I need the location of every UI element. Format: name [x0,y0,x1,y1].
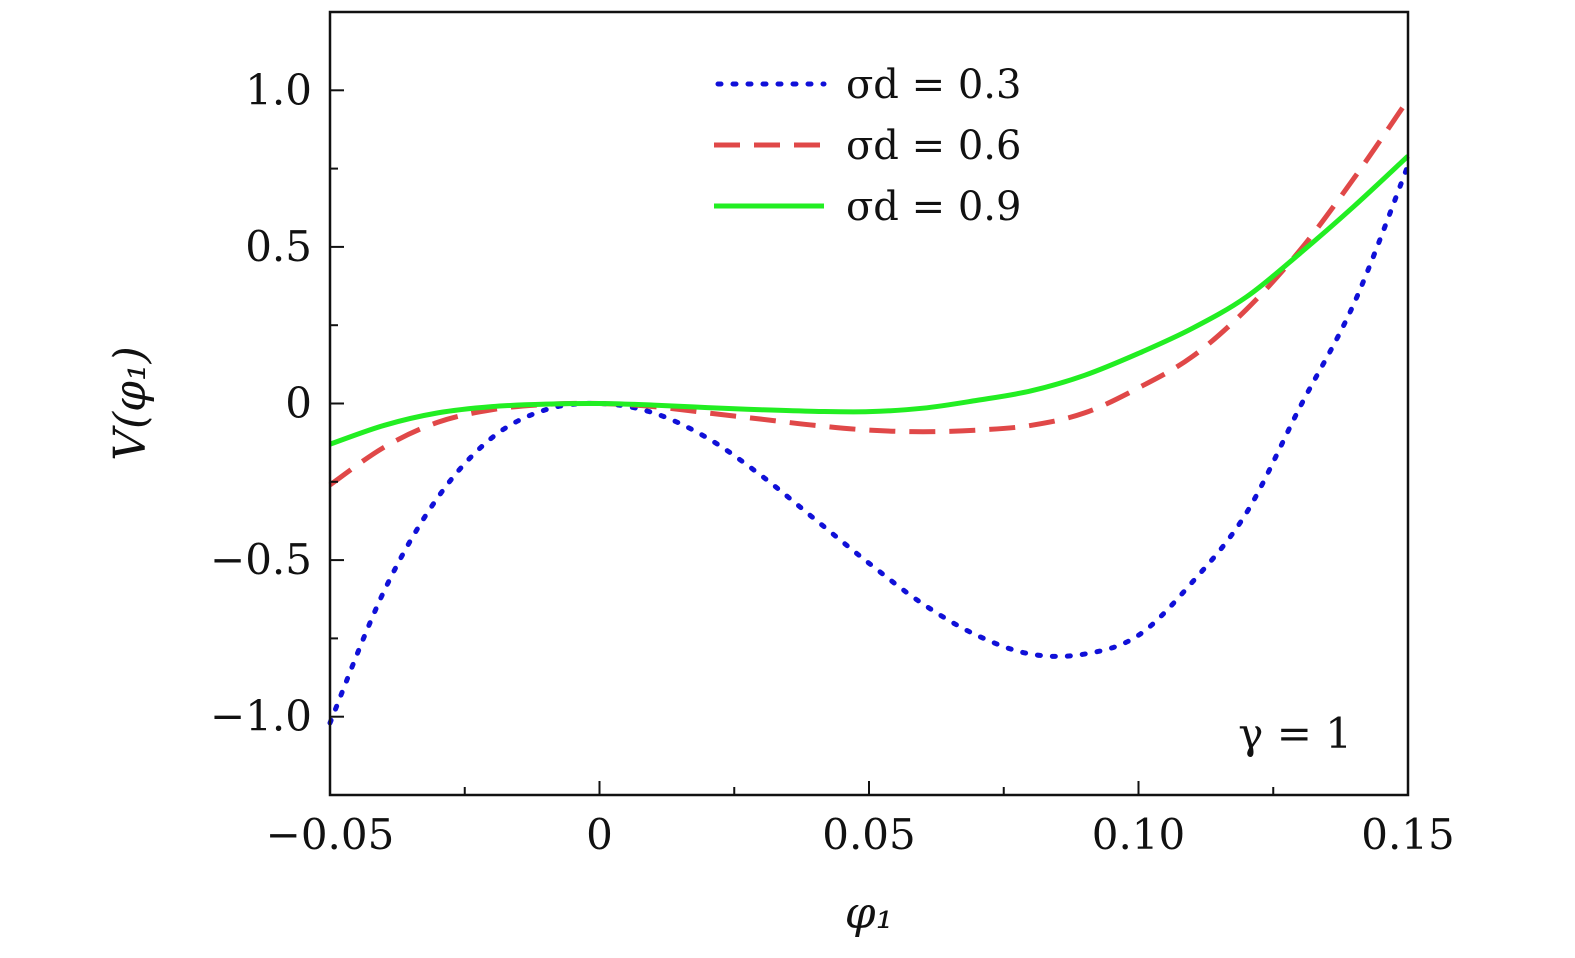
x-tick-label: 0.05 [822,810,916,859]
legend-label: σd = 0.6 [846,123,1021,169]
tick-labels: −0.05 0 0.05 0.10 0.15 −1.0 −0.5 0 0.5 1.0 [210,65,1455,859]
x-tick-label: 0.15 [1361,810,1455,859]
ticks [329,89,1409,795]
gamma-annotation: γ = 1 [1238,709,1352,758]
y-tick-label: 0 [285,379,312,428]
series-line-2 [328,98,1411,487]
y-tick-label: 0.5 [245,222,312,271]
legend-label: σd = 0.3 [846,62,1021,108]
y-axis-label: V(φ₁) [105,346,156,461]
y-tick-label: 1.0 [245,65,312,114]
x-tick-label: 0.10 [1092,810,1186,859]
x-axis-label: φ₁ [845,888,893,939]
x-tick-label: −0.05 [266,810,395,859]
series-line-3 [329,154,1410,447]
y-tick-label: −0.5 [210,535,312,584]
x-tick-label: 0 [586,810,613,859]
legend-label: σd = 0.9 [846,184,1021,230]
y-tick-label: −1.0 [210,692,312,741]
curves [327,98,1411,726]
legend: σd = 0.3 σd = 0.6 σd = 0.9 [714,62,1021,230]
series-line-1 [327,162,1411,726]
